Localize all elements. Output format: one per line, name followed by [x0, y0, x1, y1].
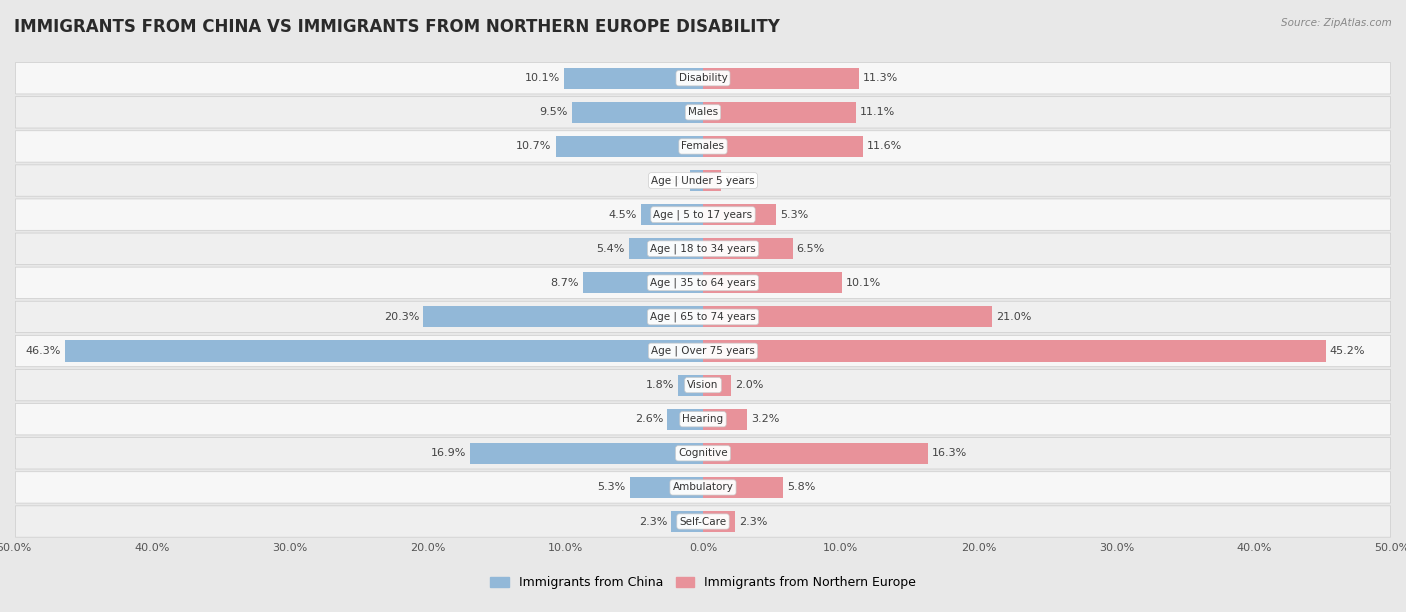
Bar — [703, 307, 993, 327]
FancyBboxPatch shape — [15, 438, 1391, 469]
Bar — [564, 68, 703, 89]
Text: 6.5%: 6.5% — [797, 244, 825, 254]
Bar — [703, 136, 863, 157]
Text: 16.3%: 16.3% — [932, 449, 967, 458]
Text: 5.8%: 5.8% — [787, 482, 815, 493]
Text: 11.1%: 11.1% — [860, 107, 896, 118]
FancyBboxPatch shape — [15, 131, 1391, 162]
Text: Cognitive: Cognitive — [678, 449, 728, 458]
Text: 5.4%: 5.4% — [596, 244, 624, 254]
FancyBboxPatch shape — [15, 335, 1391, 367]
Text: Age | 18 to 34 years: Age | 18 to 34 years — [650, 244, 756, 254]
FancyBboxPatch shape — [15, 267, 1391, 299]
Text: Age | Under 5 years: Age | Under 5 years — [651, 175, 755, 186]
Text: 2.0%: 2.0% — [735, 380, 763, 390]
Text: 2.3%: 2.3% — [738, 517, 768, 526]
Bar — [703, 442, 928, 464]
Text: Source: ZipAtlas.com: Source: ZipAtlas.com — [1281, 18, 1392, 28]
Text: 1.8%: 1.8% — [645, 380, 673, 390]
Text: 46.3%: 46.3% — [25, 346, 60, 356]
Bar — [703, 102, 856, 123]
Bar — [703, 340, 1326, 362]
Bar — [703, 409, 747, 430]
Bar — [703, 238, 793, 259]
Text: 8.7%: 8.7% — [551, 278, 579, 288]
Text: 3.2%: 3.2% — [751, 414, 779, 424]
FancyBboxPatch shape — [15, 97, 1391, 128]
Bar — [703, 170, 721, 191]
Text: 21.0%: 21.0% — [997, 312, 1032, 322]
Text: Age | 65 to 74 years: Age | 65 to 74 years — [650, 312, 756, 322]
Text: Self-Care: Self-Care — [679, 517, 727, 526]
Text: Age | 35 to 64 years: Age | 35 to 64 years — [650, 278, 756, 288]
Bar — [555, 136, 703, 157]
Text: 45.2%: 45.2% — [1330, 346, 1365, 356]
Bar — [423, 307, 703, 327]
Text: 5.3%: 5.3% — [780, 210, 808, 220]
Bar — [703, 272, 842, 293]
Text: 10.7%: 10.7% — [516, 141, 551, 151]
Text: 9.5%: 9.5% — [540, 107, 568, 118]
FancyBboxPatch shape — [15, 506, 1391, 537]
FancyBboxPatch shape — [15, 403, 1391, 435]
Bar — [572, 102, 703, 123]
Text: Hearing: Hearing — [682, 414, 724, 424]
Bar — [641, 204, 703, 225]
Text: 10.1%: 10.1% — [524, 73, 560, 83]
Text: 4.5%: 4.5% — [609, 210, 637, 220]
FancyBboxPatch shape — [15, 165, 1391, 196]
Bar — [703, 375, 731, 396]
Bar — [678, 375, 703, 396]
Text: 16.9%: 16.9% — [430, 449, 465, 458]
Text: 2.3%: 2.3% — [638, 517, 668, 526]
Text: 11.6%: 11.6% — [868, 141, 903, 151]
Legend: Immigrants from China, Immigrants from Northern Europe: Immigrants from China, Immigrants from N… — [485, 572, 921, 594]
FancyBboxPatch shape — [15, 62, 1391, 94]
Bar — [583, 272, 703, 293]
Bar — [703, 477, 783, 498]
Bar — [668, 409, 703, 430]
Bar — [703, 68, 859, 89]
Text: Disability: Disability — [679, 73, 727, 83]
FancyBboxPatch shape — [15, 233, 1391, 264]
Text: Ambulatory: Ambulatory — [672, 482, 734, 493]
Text: 11.3%: 11.3% — [863, 73, 898, 83]
Text: IMMIGRANTS FROM CHINA VS IMMIGRANTS FROM NORTHERN EUROPE DISABILITY: IMMIGRANTS FROM CHINA VS IMMIGRANTS FROM… — [14, 18, 780, 36]
Bar — [690, 170, 703, 191]
Text: 1.3%: 1.3% — [725, 176, 754, 185]
Text: Males: Males — [688, 107, 718, 118]
FancyBboxPatch shape — [15, 472, 1391, 503]
Text: 2.6%: 2.6% — [634, 414, 664, 424]
Bar — [703, 511, 735, 532]
Text: 0.96%: 0.96% — [650, 176, 686, 185]
Text: 20.3%: 20.3% — [384, 312, 419, 322]
FancyBboxPatch shape — [15, 199, 1391, 230]
FancyBboxPatch shape — [15, 370, 1391, 401]
Text: Females: Females — [682, 141, 724, 151]
FancyBboxPatch shape — [15, 301, 1391, 332]
Text: 10.1%: 10.1% — [846, 278, 882, 288]
Bar — [703, 204, 776, 225]
Bar — [671, 511, 703, 532]
Text: Age | 5 to 17 years: Age | 5 to 17 years — [654, 209, 752, 220]
Text: Age | Over 75 years: Age | Over 75 years — [651, 346, 755, 356]
Bar — [65, 340, 703, 362]
Bar — [470, 442, 703, 464]
Text: 5.3%: 5.3% — [598, 482, 626, 493]
Text: Vision: Vision — [688, 380, 718, 390]
Bar — [630, 477, 703, 498]
Bar — [628, 238, 703, 259]
